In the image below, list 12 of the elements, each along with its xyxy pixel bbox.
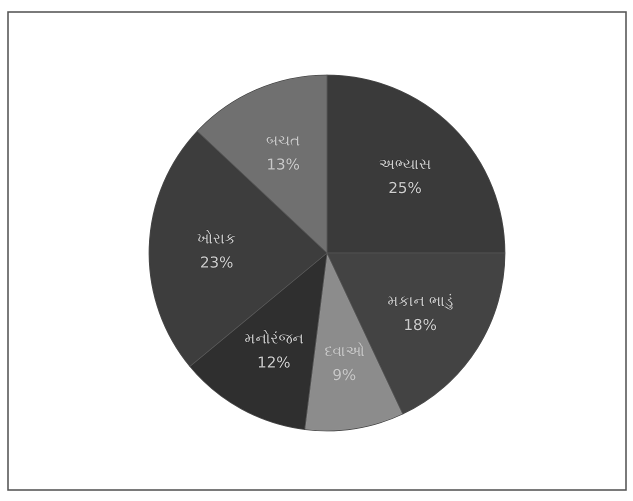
data-label: 13% [266,156,300,174]
slice-label: બચત [266,132,300,150]
data-label: 18% [404,316,437,334]
slice-label: ખોરાક [197,230,236,248]
slice-label: દવાઓ [324,342,364,360]
slice-label: મકાન ભાડું [387,292,454,310]
slice-label: મનોરંજન [244,330,304,348]
data-label: 23% [200,254,234,272]
slice-label: અભ્યાસ [379,154,432,173]
data-label: 12% [257,354,291,372]
data-label: 25% [388,178,422,197]
data-label: 9% [332,366,356,384]
